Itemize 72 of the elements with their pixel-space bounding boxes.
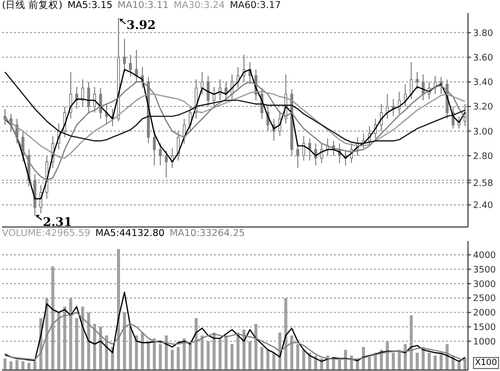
candlestick: [308, 138, 312, 162]
bar: [15, 360, 18, 370]
y-tick-label: 3.20: [473, 102, 494, 113]
bar: [392, 352, 395, 370]
candlestick: [99, 88, 102, 120]
candlestick: [314, 142, 318, 166]
y-tick-label: 1000: [473, 337, 496, 348]
candlestick: [386, 94, 389, 120]
annotation: 2.31: [42, 214, 72, 229]
candlestick: [81, 78, 84, 107]
candlestick: [206, 75, 210, 107]
candlestick: [320, 142, 324, 164]
y-tick-label: 4000: [473, 251, 496, 262]
bar: [404, 344, 407, 370]
bar: [9, 361, 12, 370]
bar: [158, 344, 162, 370]
bar: [434, 356, 437, 370]
candlestick: [129, 54, 132, 78]
candlestick: [398, 91, 401, 114]
candlestick: [380, 104, 383, 132]
chart-title: (日线 前复权): [2, 0, 62, 12]
y-tick-label: 3000: [473, 280, 496, 290]
annotation: 3.92: [126, 18, 156, 32]
y-tick-label: 2.80: [473, 152, 494, 162]
bar: [176, 346, 180, 370]
candlestick: [416, 72, 419, 90]
text: MA30:3.24: [174, 0, 225, 12]
bar: [416, 352, 419, 370]
bar: [296, 344, 300, 370]
bar: [440, 352, 443, 370]
y-tick-label: 3.60: [473, 53, 494, 64]
y-tick-label: 1500: [473, 323, 496, 334]
bar: [458, 361, 461, 370]
text: VOLUME:42965.59: [2, 228, 90, 240]
text: MA10:33264.25: [170, 228, 245, 240]
candlestick: [152, 130, 156, 166]
candlestick: [212, 86, 216, 107]
text: MA10:3.11: [118, 0, 169, 12]
y-tick-label: 3500: [473, 265, 496, 276]
y-tick-label: 2.40: [473, 201, 494, 212]
bar: [21, 361, 24, 370]
text: X100: [472, 357, 499, 369]
bar: [152, 338, 156, 370]
y-tick-label: 3.80: [473, 28, 494, 39]
bar: [33, 361, 36, 370]
candlestick: [188, 106, 192, 132]
y-tick-label: 2.58: [473, 178, 494, 189]
bar: [3, 358, 6, 370]
bar: [230, 344, 234, 370]
line-series: [4, 312, 466, 362]
candlestick: [164, 150, 168, 178]
candlestick: [158, 142, 162, 166]
text: MA5:44132.80: [95, 228, 165, 240]
text: MA60:3.17: [230, 0, 281, 12]
line-series: [4, 292, 466, 362]
y-tick-label: 2500: [473, 294, 496, 304]
candlestick: [200, 72, 204, 95]
bar: [272, 352, 276, 370]
bar: [27, 362, 30, 370]
bar: [260, 346, 264, 370]
bar: [188, 344, 192, 370]
y-tick-label: 3.40: [473, 78, 494, 88]
bar: [266, 350, 270, 370]
bar: [428, 352, 431, 370]
bar: [308, 352, 312, 370]
bar: [368, 357, 371, 370]
candlestick: [123, 38, 126, 73]
bar: [302, 350, 306, 370]
bar: [170, 350, 174, 370]
text: MA5:3.15: [67, 0, 113, 12]
y-tick-label: 3.00: [473, 127, 494, 138]
y-tick-label: 2000: [473, 308, 496, 319]
